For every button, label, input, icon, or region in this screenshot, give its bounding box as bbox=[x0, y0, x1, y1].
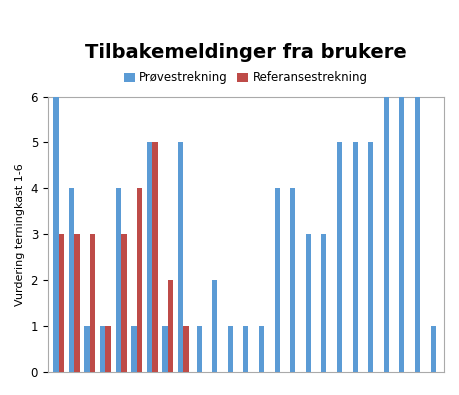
Bar bbox=[162, 326, 168, 372]
Bar bbox=[69, 188, 74, 372]
Bar bbox=[131, 326, 137, 372]
Bar bbox=[384, 96, 389, 372]
Bar bbox=[431, 326, 436, 372]
Bar bbox=[243, 326, 248, 372]
Bar bbox=[152, 143, 158, 372]
Bar bbox=[353, 143, 358, 372]
Bar bbox=[168, 280, 174, 372]
Bar bbox=[116, 188, 121, 372]
Bar bbox=[178, 143, 184, 372]
Bar bbox=[147, 143, 152, 372]
Bar bbox=[399, 96, 404, 372]
Bar bbox=[90, 234, 95, 372]
Bar bbox=[290, 188, 295, 372]
Y-axis label: Vurdering terningkast 1-6: Vurdering terningkast 1-6 bbox=[15, 163, 25, 306]
Bar bbox=[368, 143, 373, 372]
Legend: Prøvestrekning, Referansestrekning: Prøvestrekning, Referansestrekning bbox=[119, 67, 373, 89]
Bar bbox=[306, 234, 311, 372]
Bar bbox=[212, 280, 217, 372]
Bar bbox=[59, 234, 64, 372]
Bar bbox=[84, 326, 90, 372]
Title: Tilbakemeldinger fra brukere: Tilbakemeldinger fra brukere bbox=[85, 43, 407, 62]
Bar bbox=[137, 188, 142, 372]
Bar bbox=[100, 326, 106, 372]
Bar bbox=[53, 96, 59, 372]
Bar bbox=[74, 234, 80, 372]
Bar bbox=[274, 188, 280, 372]
Bar bbox=[106, 326, 111, 372]
Bar bbox=[415, 96, 420, 372]
Bar bbox=[228, 326, 233, 372]
Bar bbox=[337, 143, 342, 372]
Bar bbox=[321, 234, 326, 372]
Bar bbox=[121, 234, 127, 372]
Bar bbox=[259, 326, 264, 372]
Bar bbox=[184, 326, 189, 372]
Bar bbox=[196, 326, 202, 372]
